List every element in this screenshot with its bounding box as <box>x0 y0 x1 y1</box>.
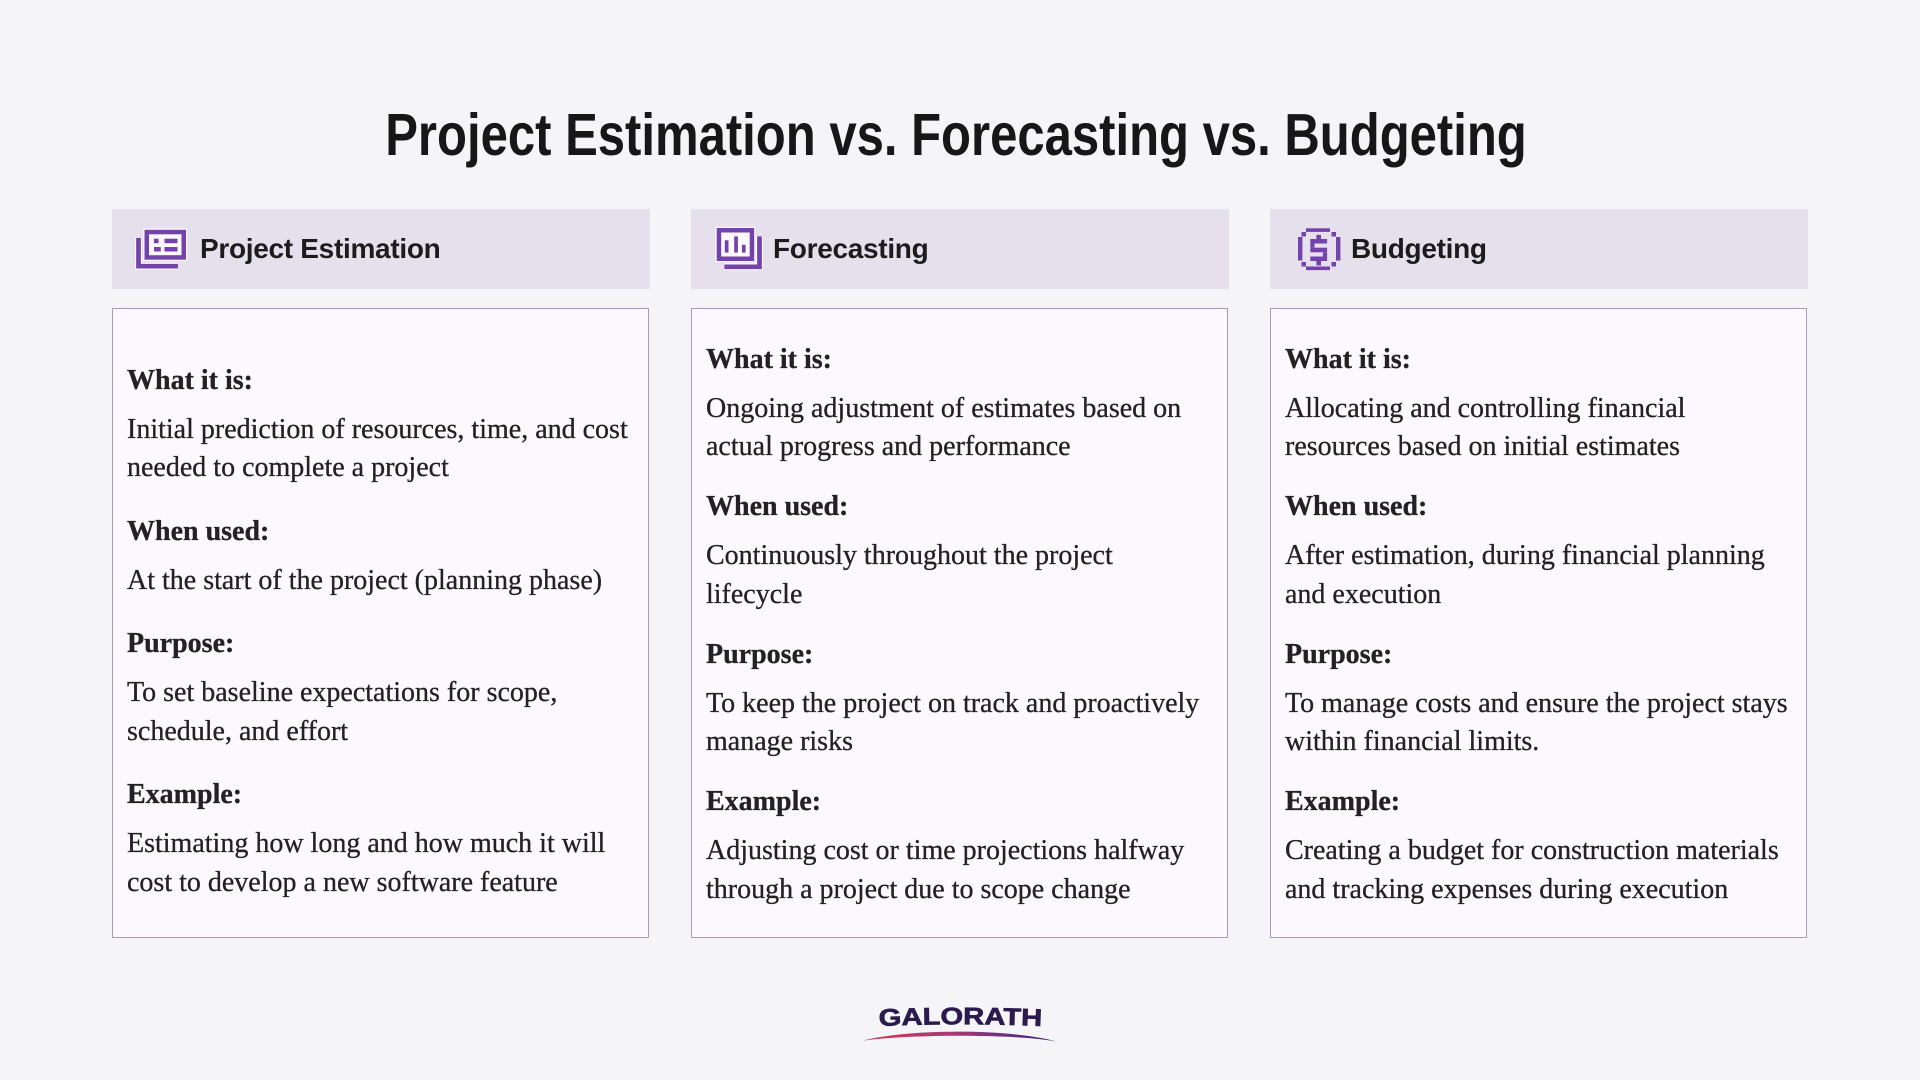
svg-text:GALORATH: GALORATH <box>878 1003 1042 1032</box>
